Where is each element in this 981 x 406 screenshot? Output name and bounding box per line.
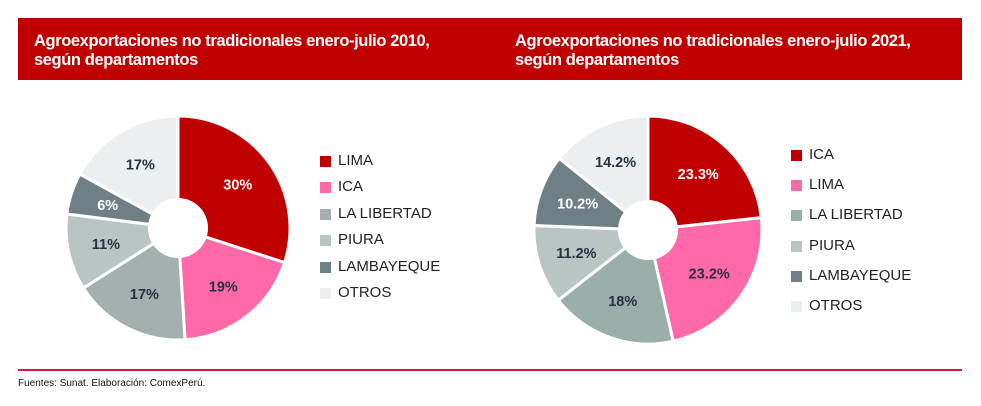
slice-label: 11% [92,237,120,253]
legend-label: LIMA [809,176,845,194]
pie-slice-lima [646,216,764,343]
source-note: Fuentes: Sunat. Elaboración: ComexPerú. [18,378,206,389]
pie-slice-piura [532,223,653,303]
legend-swatch [791,301,802,312]
pie-slice-ica [646,114,763,232]
slice-label: 17% [126,157,155,173]
slice-label: 14.2% [595,155,636,171]
legend-label: LIMA [338,152,374,169]
legend-label: OTROS [338,284,392,301]
legend-swatch [320,235,331,247]
legend-swatch [791,240,802,252]
donut-hole [148,198,208,258]
legend-label: ICA [338,178,364,196]
pie-slice-la-libertad [81,225,187,342]
slice-label: 17% [130,287,159,303]
title-bar: Agroexportaciones no tradicionales enero… [18,18,962,80]
legend-swatch [791,180,802,192]
legend-swatch [320,208,331,220]
pie-slice-otros [77,114,180,231]
slice-label: 6% [97,198,118,214]
legend-label: OTROS [809,297,863,314]
pie-slice-otros [557,114,650,234]
slice-label: 23.3% [678,167,719,183]
legend-label: LA LIBERTAD [338,204,432,222]
slice-label: 10.2% [557,197,598,213]
chart-title-2010: Agroexportaciones no tradicionales enero… [34,32,430,69]
legend-label: PIURA [809,236,855,254]
legend-label: ICA [809,146,835,163]
legend-label: LAMBAYEQUE [809,266,912,284]
slice-label: 23.2% [689,267,730,283]
donut-hole [618,200,678,260]
legend-label: LAMBAYEQUE [338,257,441,275]
slice-label: 30% [223,178,252,194]
slice-label: 18% [608,294,637,310]
legend-swatch [320,261,331,273]
slice-label: 11.2% [556,246,596,262]
legend-swatch [791,150,802,161]
legend-label: LA LIBERTAD [809,206,903,224]
legend-swatch [320,288,331,299]
legend-swatch [320,156,331,167]
legend-label: PIURA [338,231,384,249]
slice-label: 19% [209,279,238,295]
legend-swatch [320,182,331,194]
legend-swatch [791,210,802,222]
footer-divider [18,369,962,371]
chart-title-2021: Agroexportaciones no tradicionales enero… [515,32,911,69]
pie-slice-ica [176,225,287,342]
legend-swatch [791,270,802,282]
